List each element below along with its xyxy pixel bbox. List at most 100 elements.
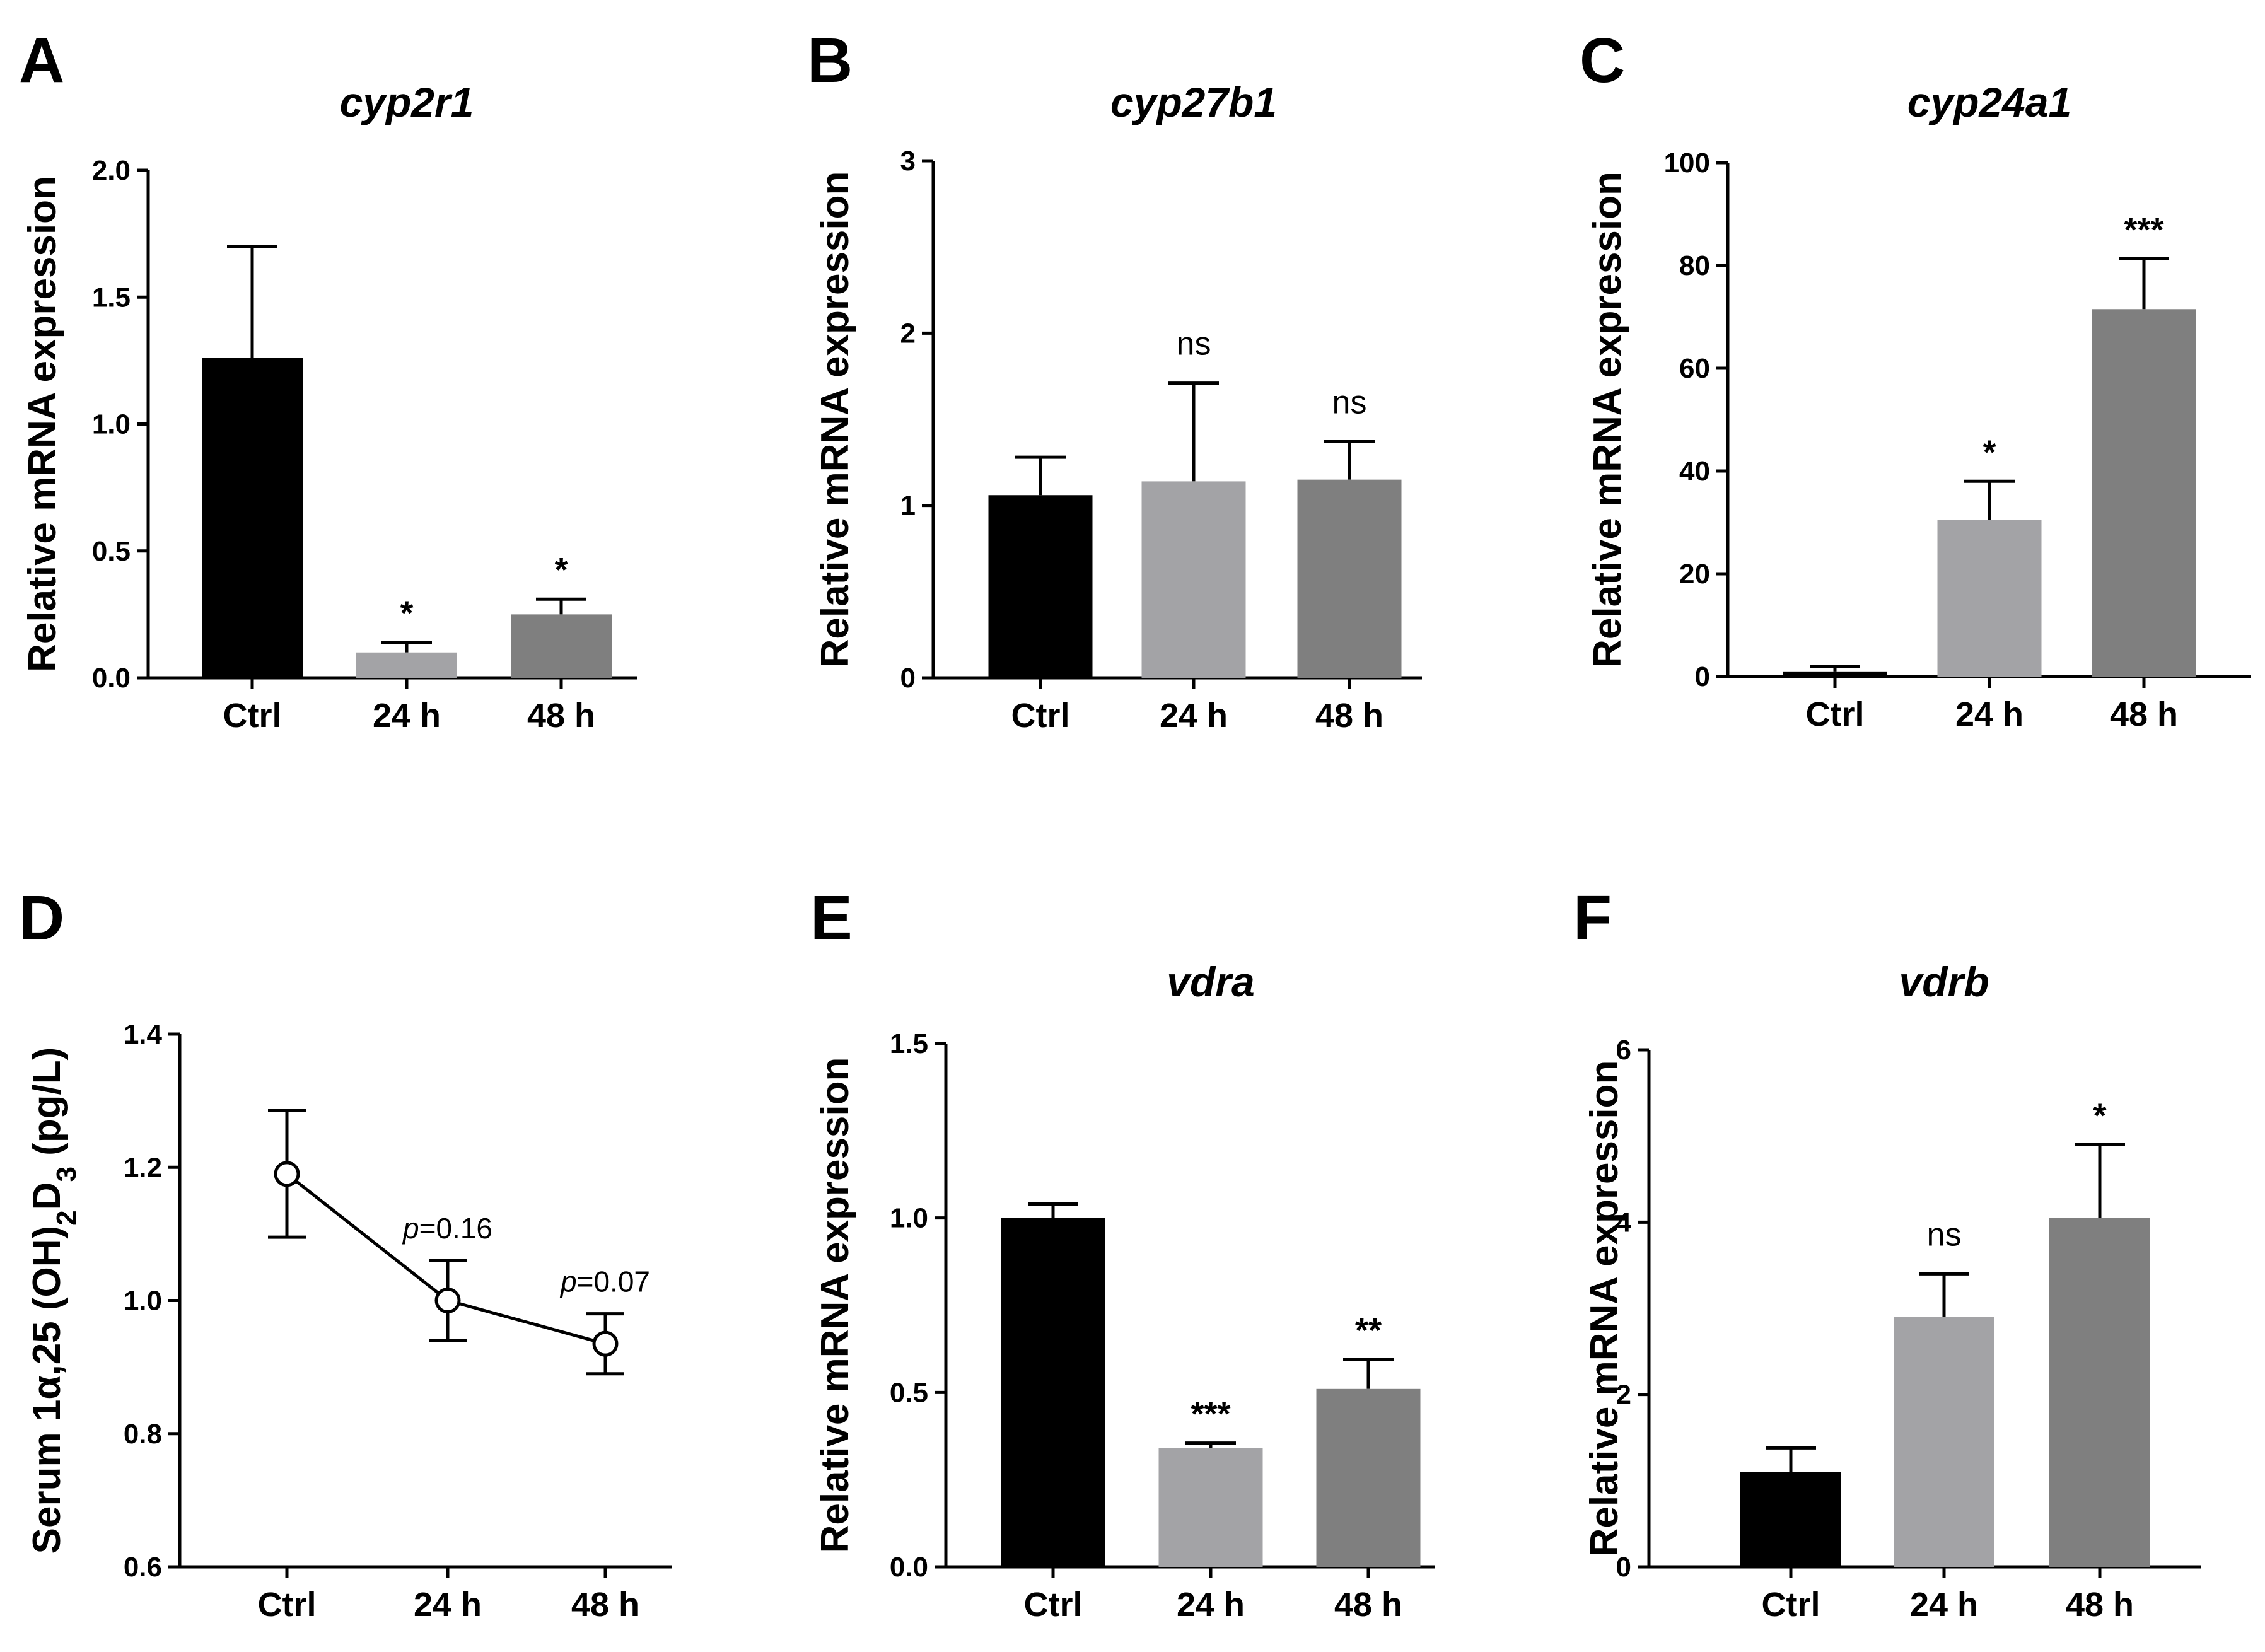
x-tick-label: 24 h	[1160, 697, 1228, 735]
bar	[1937, 520, 2042, 677]
x-tick-label: 48 h	[1315, 697, 1383, 735]
chart-title: vdra	[1167, 958, 1254, 1005]
y-tick-label: 1.4	[124, 1019, 163, 1050]
y-tick-label: 100	[1664, 148, 1710, 178]
x-tick-label: 24 h	[1955, 695, 2023, 733]
y-axis-label: Serum 1α,25 (OH)2D3 (pg/L)	[25, 1047, 82, 1554]
x-tick-label: 24 h	[1177, 1586, 1245, 1624]
y-tick-label: 0.0	[92, 663, 131, 694]
chart-title: cyp24a1	[1907, 79, 2072, 125]
y-tick-label: 6	[1616, 1035, 1631, 1066]
bar	[1158, 1448, 1263, 1567]
significance-label: ns	[1927, 1216, 1962, 1253]
y-tick-label: 3	[900, 146, 916, 177]
y-tick-label: 0.6	[124, 1552, 162, 1583]
panel-letter: E	[810, 883, 853, 953]
bar	[988, 495, 1093, 678]
y-tick-label: 40	[1679, 456, 1710, 487]
x-tick-label: 24 h	[414, 1586, 482, 1624]
bar	[202, 358, 303, 678]
panel-letter: A	[19, 25, 64, 96]
significance-label: *	[1983, 433, 1996, 471]
data-point	[434, 1288, 461, 1313]
data-point	[274, 1161, 300, 1187]
significance-label: *	[400, 595, 413, 632]
bar	[1141, 481, 1246, 678]
x-tick-label: 48 h	[571, 1586, 639, 1624]
bar	[2092, 309, 2196, 677]
bar	[1783, 671, 1887, 677]
panel-letter: B	[807, 25, 853, 96]
x-tick-label: 48 h	[2066, 1586, 2134, 1624]
y-tick-label: 2.0	[92, 155, 131, 186]
x-tick-label: Ctrl	[1806, 695, 1865, 733]
panel-letter: C	[1580, 25, 1625, 96]
y-tick-label: 4	[1616, 1207, 1632, 1238]
x-tick-label: 48 h	[1334, 1586, 1402, 1624]
y-tick-label: 1.2	[124, 1152, 162, 1183]
significance-label: ***	[2124, 211, 2163, 248]
y-tick-label: 60	[1679, 353, 1710, 384]
x-tick-label: 24 h	[1910, 1586, 1978, 1624]
significance-label: **	[1355, 1312, 1382, 1349]
y-tick-label: 0	[1616, 1552, 1631, 1583]
x-tick-label: 48 h	[2110, 695, 2178, 733]
bar	[1894, 1317, 1994, 1567]
significance-label: ***	[1191, 1395, 1230, 1433]
y-tick-label: 1.5	[92, 282, 131, 313]
y-axis-label: Relative mRNA expression	[813, 172, 857, 668]
y-tick-label: 0.0	[890, 1552, 928, 1583]
panel-letter: F	[1573, 883, 1612, 953]
y-axis-label: Relative mRNA expression	[21, 176, 64, 672]
bar	[1001, 1218, 1105, 1567]
data-point	[592, 1330, 619, 1357]
chart-title: cyp2r1	[340, 79, 474, 125]
y-tick-label: 0	[1695, 661, 1710, 692]
significance-label: ns	[1177, 326, 1211, 363]
x-tick-label: Ctrl	[223, 697, 282, 735]
panel-letter: D	[19, 883, 64, 953]
y-tick-label: 0.5	[92, 536, 131, 567]
y-tick-label: 0	[900, 663, 916, 694]
y-tick-label: 1.0	[124, 1286, 162, 1317]
bar	[2049, 1218, 2150, 1567]
x-tick-label: Ctrl	[1024, 1586, 1083, 1624]
y-tick-label: 0.5	[890, 1377, 928, 1408]
significance-label: *	[554, 551, 568, 589]
y-axis-label: Relative mRNA expression	[813, 1057, 857, 1554]
y-axis-label: Relative mRNA expression	[1583, 1061, 1626, 1557]
bar	[1316, 1388, 1421, 1567]
y-tick-label: 1.5	[890, 1028, 928, 1059]
p-value-label: p=0.16	[402, 1212, 492, 1245]
bar	[356, 652, 457, 678]
bar	[1297, 479, 1402, 678]
chart-title: cyp27b1	[1110, 79, 1277, 125]
bar	[1740, 1472, 1841, 1567]
x-tick-label: Ctrl	[1762, 1586, 1820, 1624]
y-tick-label: 20	[1679, 559, 1710, 590]
y-tick-label: 1.0	[92, 409, 131, 440]
x-tick-label: Ctrl	[258, 1586, 317, 1624]
x-tick-label: Ctrl	[1011, 697, 1070, 735]
y-tick-label: 2	[900, 318, 916, 349]
y-tick-label: 80	[1679, 250, 1710, 281]
panel-d: D Serum 1α,25 (OH)2D3 (pg/L) 0.6 0.8 1.0 1.2 1…	[19, 883, 672, 1624]
y-tick-label: 2	[1616, 1380, 1631, 1411]
x-tick-label: 24 h	[373, 697, 441, 735]
y-tick-label: 1	[900, 491, 916, 521]
significance-label: *	[2093, 1096, 2106, 1134]
p-value-label: p=0.07	[559, 1265, 650, 1298]
bar	[511, 614, 612, 678]
significance-label: ns	[1332, 385, 1367, 421]
x-tick-label: 48 h	[527, 697, 595, 735]
y-tick-label: 0.8	[124, 1419, 162, 1450]
chart-title: vdrb	[1899, 958, 1989, 1005]
y-axis-label: Relative mRNA expression	[1586, 172, 1629, 668]
